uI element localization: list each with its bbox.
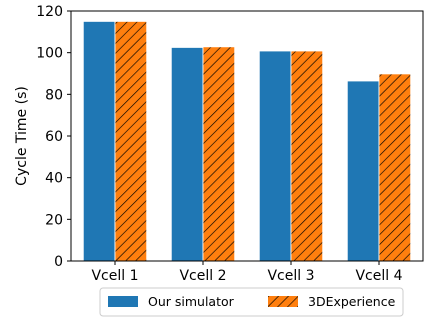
x-tick-label: Vcell 3 xyxy=(267,268,314,284)
legend-swatch-3dexperience xyxy=(268,296,298,307)
legend-label: Our simulator xyxy=(148,294,235,309)
legend: Our simulator 3DExperience xyxy=(99,287,404,317)
y-tick-label: 120 xyxy=(36,4,63,20)
x-tick-label: Vcell 1 xyxy=(91,268,138,284)
y-tick-label: 60 xyxy=(45,129,63,145)
plot-frame xyxy=(70,10,424,262)
y-tick-label: 20 xyxy=(45,212,63,228)
bar-3dexperience-4 xyxy=(378,73,412,262)
y-tick-label: 80 xyxy=(45,87,63,103)
bar-3dexperience-2 xyxy=(202,46,236,262)
y-tick-label: 0 xyxy=(54,254,63,270)
x-tick-label: Vcell 2 xyxy=(179,268,226,284)
y-tick-label: 40 xyxy=(45,171,63,187)
bar-3dexperience-1 xyxy=(114,21,148,262)
y-axis-label: Cycle Time (s) xyxy=(14,86,30,186)
legend-box xyxy=(99,287,404,317)
bar-our-simulator-3 xyxy=(258,50,292,262)
legend-label: 3DExperience xyxy=(308,294,396,309)
bar-our-simulator-2 xyxy=(170,47,204,262)
x-tick-label: Vcell 4 xyxy=(355,268,402,284)
y-tick-label: 100 xyxy=(36,46,63,62)
legend-swatch-our-simulator xyxy=(108,296,138,307)
bar-our-simulator-1 xyxy=(82,21,116,262)
bar-3dexperience-3 xyxy=(290,50,324,262)
bar-our-simulator-4 xyxy=(346,80,380,262)
